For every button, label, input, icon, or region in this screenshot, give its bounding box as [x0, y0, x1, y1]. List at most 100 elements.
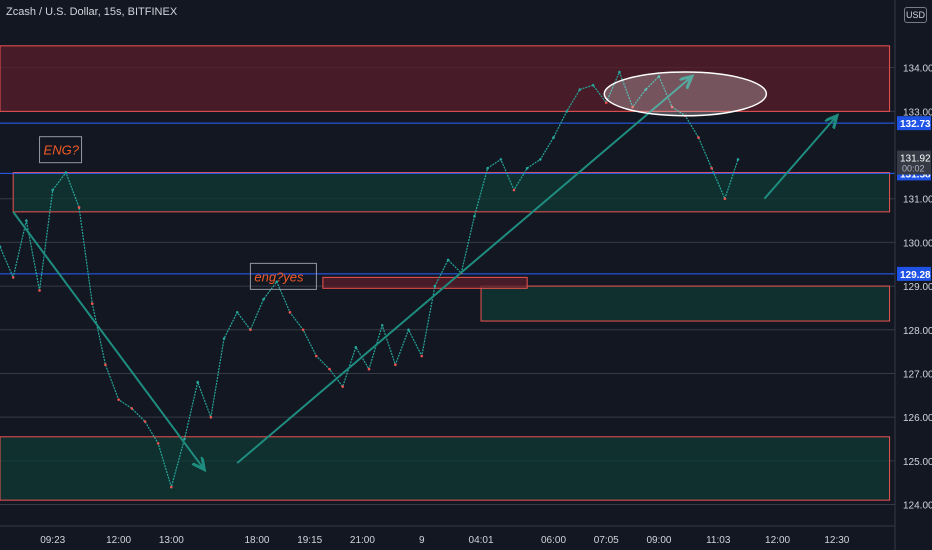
price-point: [0, 245, 2, 249]
price-point: [565, 110, 569, 113]
price-point: [222, 337, 226, 340]
price-point: [183, 437, 186, 441]
y-tick-label: 124.00: [903, 501, 932, 512]
price-point: [552, 136, 555, 139]
resistance-zone: [322, 276, 528, 289]
price-point: [25, 219, 28, 222]
annotation-label: eng?yes: [254, 269, 304, 284]
price-point: [407, 328, 410, 332]
x-tick-label: 21:00: [350, 535, 375, 546]
x-tick-label: 12:00: [106, 535, 131, 546]
x-tick-label: 19:15: [297, 535, 322, 546]
price-point: [249, 328, 252, 332]
price-point: [367, 367, 371, 371]
price-point: [420, 354, 424, 358]
support-zone: [12, 172, 891, 213]
price-point: [235, 311, 239, 314]
price-point: [657, 75, 661, 78]
price-point: [288, 311, 292, 314]
currency-button[interactable]: USD: [904, 7, 927, 23]
price-point: [697, 136, 700, 139]
price-point: [130, 407, 134, 410]
price-point: [525, 166, 529, 170]
x-tick-label: 04:01: [469, 535, 494, 546]
last-price-badge: [897, 150, 931, 175]
x-tick-label: 12:30: [824, 535, 849, 546]
support-zone: [480, 285, 891, 322]
price-point: [604, 101, 608, 104]
level-price-label: 131.58: [900, 169, 931, 180]
annotation-box: [39, 136, 83, 164]
price-point: [90, 302, 94, 305]
x-tick-label: 9: [419, 535, 425, 546]
x-tick-label: 13:00: [159, 535, 184, 546]
x-tick-label: 06:00: [541, 535, 566, 546]
x-tick-label: 12:00: [765, 535, 790, 546]
y-tick-label: 134.00: [903, 64, 932, 75]
price-point: [328, 367, 331, 371]
price-point: [631, 105, 634, 109]
price-point: [591, 83, 595, 87]
x-tick-label: 09:00: [646, 535, 671, 546]
y-tick-label: 130.00: [903, 238, 932, 249]
x-tick-label: 07:05: [594, 535, 619, 546]
y-tick-label: 131.00: [903, 195, 932, 206]
price-point: [670, 105, 674, 109]
price-point: [473, 214, 476, 218]
price-point: [354, 345, 358, 349]
price-point: [64, 171, 68, 174]
price-point: [301, 328, 305, 332]
price-point: [380, 324, 384, 327]
price-point: [539, 158, 542, 161]
y-tick-label: 129.00: [903, 282, 932, 293]
price-point: [156, 442, 160, 445]
price-point: [486, 166, 489, 170]
level-price-label: 132.73: [900, 119, 931, 130]
price-point: [512, 188, 516, 192]
symbol-title: Zcash / U.S. Dollar, 15s, BITFINEX: [6, 6, 178, 18]
price-point: [723, 197, 727, 201]
y-tick-label: 125.00: [903, 457, 932, 468]
level-price-label: 129.28: [900, 270, 931, 281]
annotation-box: [249, 262, 317, 290]
price-point: [77, 206, 81, 209]
price-point: [262, 297, 265, 301]
y-tick-label: 133.00: [903, 107, 932, 118]
x-tick-label: 18:00: [244, 535, 269, 546]
trend-arrow: [763, 116, 836, 200]
price-point: [51, 188, 55, 192]
price-point: [38, 289, 41, 292]
x-tick-label: 09:23: [40, 535, 65, 546]
price-point: [446, 258, 450, 262]
price-point: [170, 485, 173, 489]
price-point: [117, 398, 120, 401]
level-price-badge: [897, 116, 931, 131]
price-point: [433, 284, 437, 288]
trend-arrow: [236, 76, 692, 464]
price-point: [618, 70, 621, 74]
price-point: [578, 88, 582, 91]
price-point: [394, 363, 397, 367]
highlight-ellipse: [603, 71, 768, 117]
last-price-label: 131.92: [900, 154, 931, 165]
level-price-badge: [897, 266, 931, 281]
price-point: [143, 420, 147, 423]
y-tick-label: 128.00: [903, 326, 932, 337]
x-tick-label: 11:03: [706, 535, 731, 546]
support-zone: [0, 436, 891, 501]
trend-arrow: [12, 211, 204, 470]
price-point: [196, 380, 199, 384]
price-point: [104, 363, 107, 367]
price-point: [710, 166, 713, 170]
price-point: [11, 276, 15, 279]
countdown-label: 00:02: [902, 164, 925, 174]
y-tick-label: 126.00: [903, 413, 932, 424]
annotation-label: ENG?: [44, 143, 80, 158]
price-point: [499, 158, 503, 161]
price-point: [736, 158, 740, 161]
price-point: [275, 280, 279, 284]
price-point: [314, 354, 318, 358]
y-tick-label: 127.00: [903, 369, 932, 380]
